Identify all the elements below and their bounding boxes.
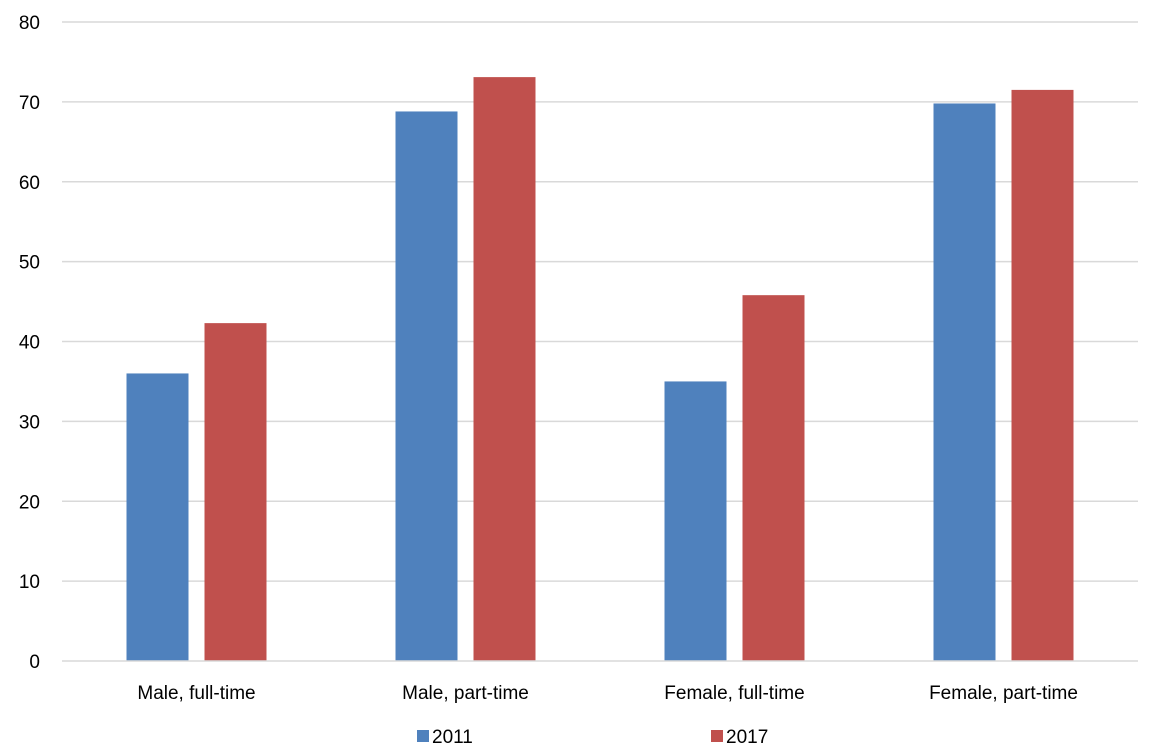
y-tick-label: 40 xyxy=(19,333,40,354)
bar-2011-2 xyxy=(664,381,727,661)
y-tick-label: 70 xyxy=(19,93,40,114)
legend-label: 2011 xyxy=(432,727,473,748)
y-axis-tick-labels: 0 10 20 30 40 50 60 70 80 xyxy=(19,13,40,673)
y-tick-label: 60 xyxy=(19,173,40,194)
bars xyxy=(126,77,1074,662)
y-tick-label: 0 xyxy=(29,652,40,673)
category-label: Male, full-time xyxy=(137,683,255,704)
category-label: Female, part-time xyxy=(929,683,1078,704)
legend-label: 2017 xyxy=(726,727,768,748)
bar-2011-1 xyxy=(395,111,458,661)
y-tick-label: 20 xyxy=(19,492,40,513)
category-label: Male, part-time xyxy=(402,683,529,704)
y-tick-label: 30 xyxy=(19,412,40,433)
bar-2011-3 xyxy=(933,103,996,661)
legend-swatch-2017 xyxy=(711,730,723,742)
bar-2017-3 xyxy=(1011,89,1074,662)
legend: 2011 2017 xyxy=(417,727,768,748)
bar-2017-1 xyxy=(473,77,536,661)
category-label: Female, full-time xyxy=(664,683,804,704)
y-tick-label: 50 xyxy=(19,253,40,274)
y-tick-label: 80 xyxy=(19,13,40,34)
bar-2017-2 xyxy=(742,295,805,661)
bar-2011-0 xyxy=(126,373,189,661)
x-axis-category-labels: Male, full-time Male, part-time Female, fu… xyxy=(137,683,1078,704)
legend-swatch-2011 xyxy=(417,730,429,742)
bar-2017-0 xyxy=(204,323,267,661)
y-tick-label: 10 xyxy=(19,572,40,593)
